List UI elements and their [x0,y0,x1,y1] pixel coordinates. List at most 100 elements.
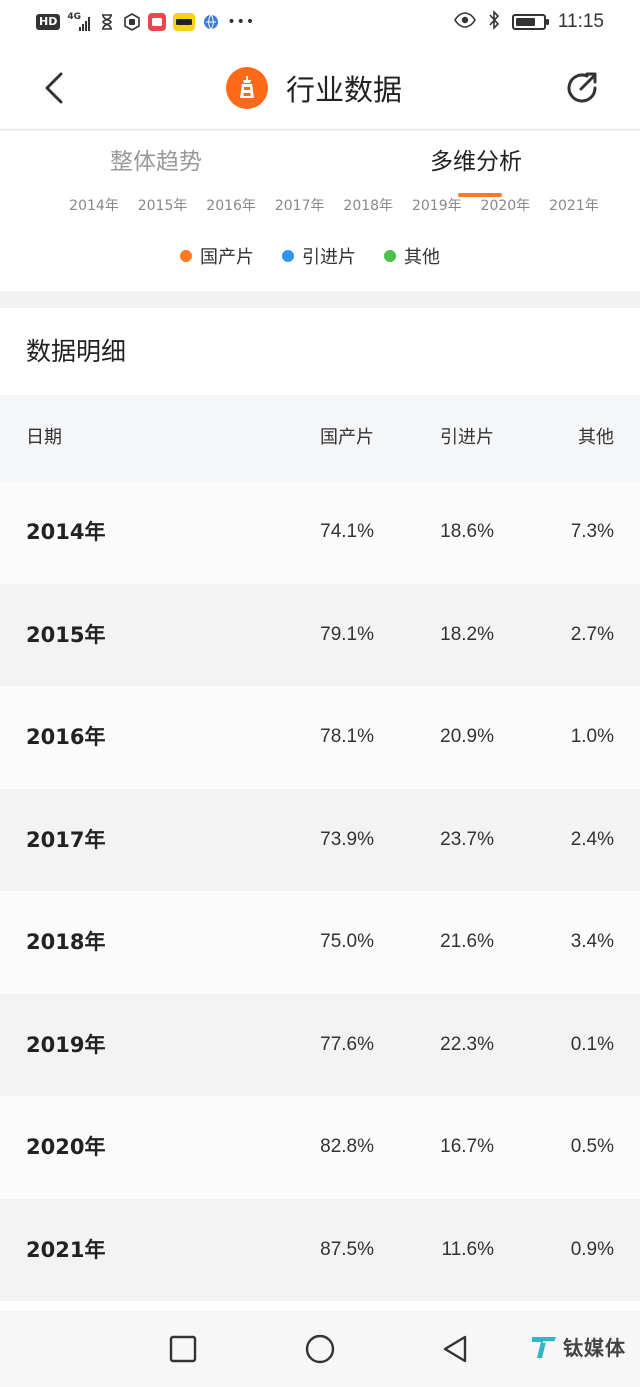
triangle-back-icon [443,1335,467,1363]
legend-item-domestic[interactable]: 国产片 [180,243,254,269]
cell-domestic: 75.0% [320,931,374,952]
circle-icon [305,1334,335,1364]
yellow-app-icon [173,13,196,31]
table-row: 2019年 77.6% 22.3% 0.1% [0,993,640,1096]
lighthouse-logo-icon [226,67,268,109]
year-label: 2014年 [69,198,119,214]
cell-date: 2021年 [26,1237,106,1262]
header-date: 日期 [26,427,62,448]
cell-date: 2018年 [26,930,106,954]
legend-label: 其他 [404,247,440,268]
cell-date: 2015年 [26,622,106,647]
data-detail-card: 数据明细 日期 国产片 引进片 其他 2014年 74.1% 18.6% 7.3… [0,308,640,1311]
year-label: 2015年 [137,198,188,214]
cell-date: 2017年 [26,827,106,852]
status-left: HD 4G ••• [36,11,255,33]
table-row: 2016年 78.1% 20.9% 1.0% [0,686,640,789]
table-row: 2018年 75.0% 21.6% 3.4% [0,891,640,994]
cell-other: 3.4% [570,931,614,952]
legend-item-other[interactable]: 其他 [384,243,440,269]
battery-icon [511,14,549,30]
cell-other: 1.0% [570,726,614,747]
battery-fill [515,18,536,26]
year-label: 2021年 [549,198,599,214]
red-app-icon [148,13,167,31]
legend-item-imported[interactable]: 引进片 [282,243,356,269]
tmt-logo-icon [532,1337,556,1358]
system-nav-bar: 钛媒体 [0,1311,640,1387]
cell-imported: 16.7% [440,1136,494,1157]
table-row: 2021年 87.5% 11.6% 0.9% [0,1198,640,1301]
year-label: 2020年 [480,198,531,214]
header-other: 其他 [578,427,614,448]
table-header: 日期 国产片 引进片 其他 [0,395,640,481]
hand-app-icon [123,13,141,31]
back-button[interactable] [36,68,76,108]
network-type: 4G [67,12,81,22]
cell-other: 2.7% [570,623,614,645]
bluetooth-icon [488,10,500,34]
year-axis: 2014年 2015年 2016年 2017年 2018年 2019年 2020… [64,195,604,215]
cell-other: 0.5% [570,1136,614,1157]
year-label: 2018年 [343,198,394,214]
cell-date: 2020年 [26,1135,106,1159]
cell-imported: 18.6% [440,521,494,542]
tab-multi-analysis[interactable]: 多维分析 [430,149,522,175]
status-bar: HD 4G ••• 11:15 [0,0,640,44]
app-header: 行业数据 [0,44,640,130]
cell-domestic: 74.1% [320,521,374,542]
legend-label: 国产片 [200,247,254,268]
legend: 国产片 引进片 其他 [180,243,440,269]
cell-domestic: 82.8% [320,1136,374,1157]
legend-label: 引进片 [302,247,356,268]
cell-other: 0.1% [570,1033,614,1055]
recent-apps-button[interactable] [163,1329,203,1369]
cell-imported: 21.6% [440,931,494,952]
title-group: 行业数据 [226,66,402,110]
cell-imported: 20.9% [440,726,494,747]
year-label: 2017年 [274,198,325,214]
cell-imported: 22.3% [440,1033,494,1055]
table-row: 2020年 82.8% 16.7% 0.5% [0,1096,640,1199]
chart-area: 整体趋势 多维分析 2014年 2015年 2016年 2017年 2018年 … [0,131,640,291]
cell-domestic: 77.6% [320,1033,374,1055]
cell-imported: 11.6% [441,1238,494,1260]
cell-imported: 18.2% [440,623,494,645]
cell-date: 2016年 [26,725,106,749]
table-body: 2014年 74.1% 18.6% 7.3% 2015年 79.1% 18.2%… [0,481,640,1301]
table-row: 2017年 73.9% 23.7% 2.4% [0,788,640,891]
legend-dot [180,250,192,262]
cell-imported: 23.7% [440,828,494,850]
cell-other: 2.4% [570,828,614,850]
watermark-text: 钛媒体 [563,1335,626,1360]
globe-app-icon [202,13,220,31]
signal-icon: 4G [67,13,91,31]
header-imported: 引进片 [440,427,494,448]
chevron-left-icon [45,72,63,104]
cell-other: 7.3% [570,521,614,542]
cell-domestic: 73.9% [320,828,374,850]
cell-date: 2014年 [26,520,106,544]
nav-back-button[interactable] [436,1329,476,1369]
more-notifications-icon: ••• [227,14,256,30]
table-row: 2015年 79.1% 18.2% 2.7% [0,583,640,686]
cell-other: 0.9% [570,1238,614,1260]
share-icon [567,72,597,103]
share-button[interactable] [562,68,602,108]
watermark: 钛媒体 [529,1331,626,1361]
square-icon [169,1335,197,1363]
table-row: 2014年 74.1% 18.6% 7.3% [0,481,640,584]
hourglass-icon [98,13,116,31]
clock: 11:15 [557,11,604,32]
legend-dot [282,250,294,262]
header-domestic: 国产片 [320,427,374,448]
active-tab-indicator [458,193,502,197]
tab-overall-trend[interactable]: 整体趋势 [110,149,202,175]
legend-dot [384,250,396,262]
eye-icon [453,12,476,32]
home-button[interactable] [300,1329,340,1369]
cell-domestic: 87.5% [320,1238,374,1260]
status-right: 11:15 [453,9,604,35]
cell-date: 2019年 [26,1032,106,1057]
year-label: 2016年 [206,198,256,214]
